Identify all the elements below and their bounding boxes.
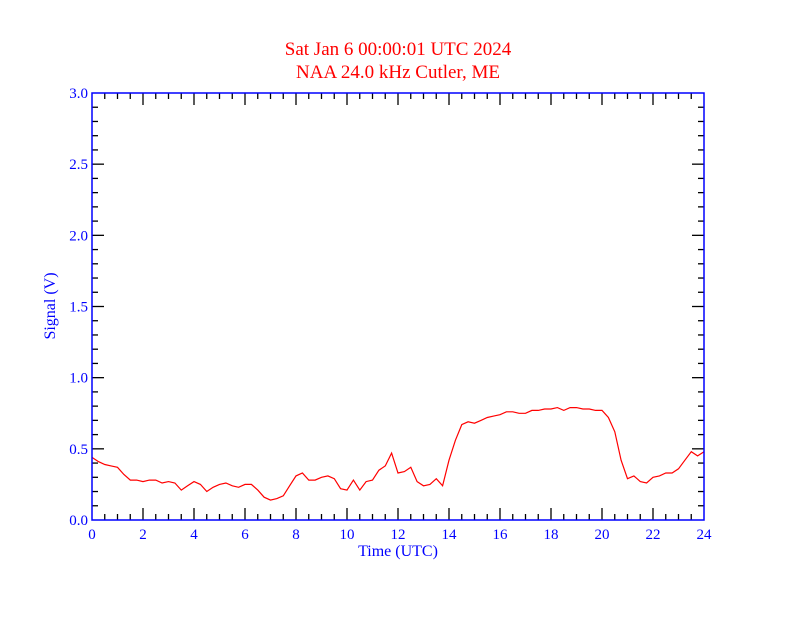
x-tick-label: 22: [646, 527, 661, 543]
x-axis-label: Time (UTC): [358, 543, 438, 560]
x-tick-label: 18: [544, 527, 559, 543]
x-tick-label: 6: [241, 527, 249, 543]
y-tick-label: 3.0: [69, 86, 88, 102]
x-tick-label: 0: [88, 527, 96, 543]
x-tick-label: 4: [190, 527, 198, 543]
chart-subtitle: NAA 24.0 kHz Cutler, ME: [296, 62, 500, 83]
y-axis-label: Signal (V): [42, 272, 59, 339]
plot-frame: [91, 92, 705, 521]
x-tick-label: 8: [292, 527, 300, 543]
y-tick-label: 2.0: [69, 228, 88, 244]
y-tick-label: 1.5: [69, 300, 88, 316]
x-tick-label: 16: [493, 527, 509, 543]
x-tick-label: 12: [391, 527, 406, 543]
chart-title: Sat Jan 6 00:00:01 UTC 2024: [285, 39, 512, 60]
y-tick-label: 0.5: [69, 442, 88, 458]
y-tick-label: 0.0: [69, 513, 88, 529]
y-tick-label: 2.5: [69, 157, 88, 173]
x-tick-label: 2: [139, 527, 147, 543]
x-tick-label: 10: [340, 527, 355, 543]
signal-series-line: [91, 406, 705, 501]
x-tick-label: 20: [595, 527, 610, 543]
x-tick-label: 24: [697, 527, 713, 543]
y-tick-label: 1.0: [69, 371, 88, 387]
x-tick-label: 14: [442, 527, 458, 543]
